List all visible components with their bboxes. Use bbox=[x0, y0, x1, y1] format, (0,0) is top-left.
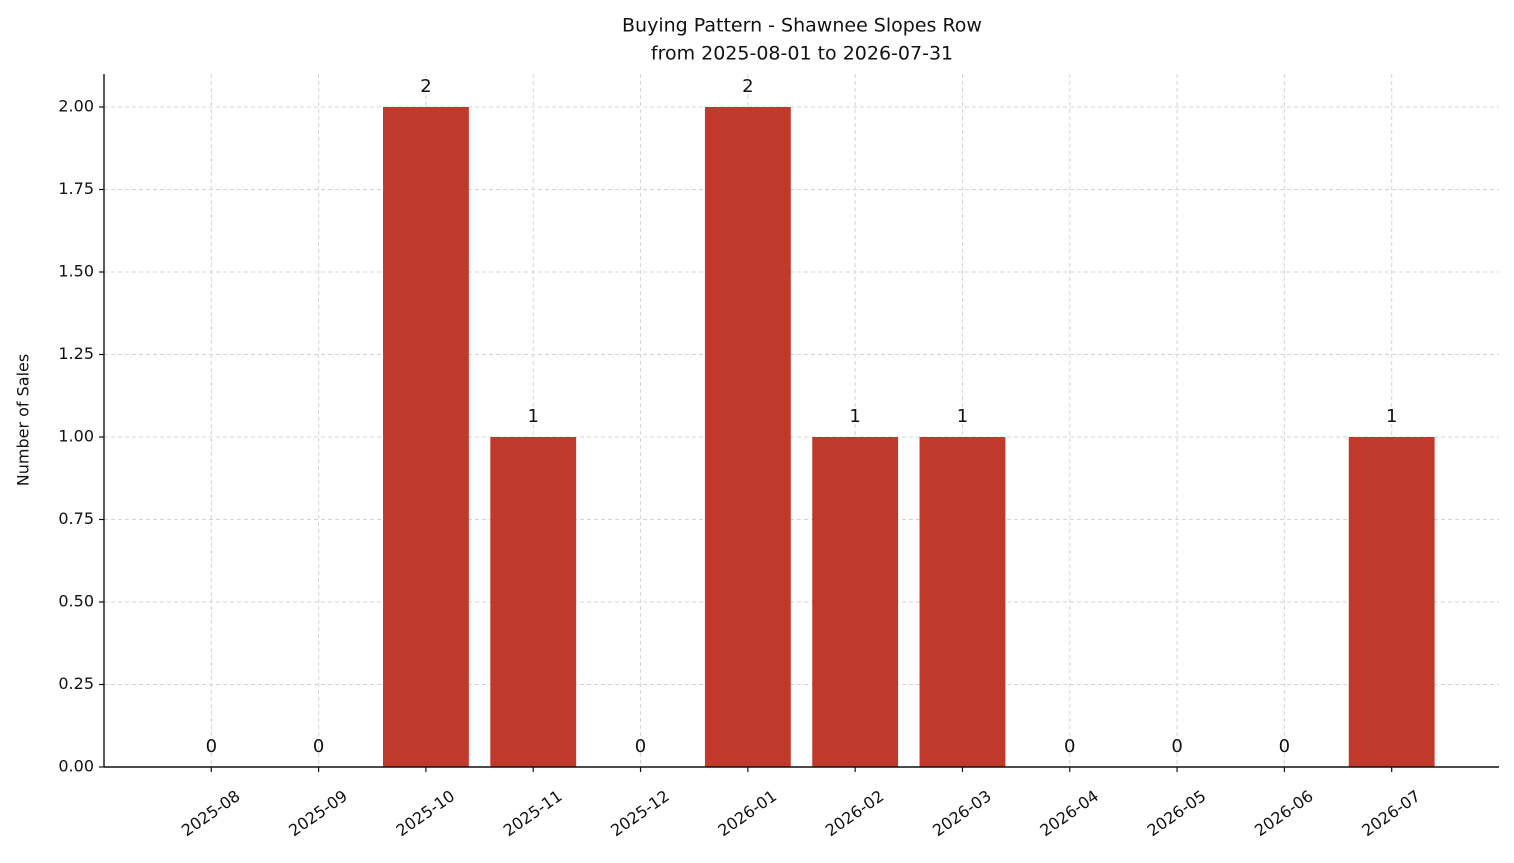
y-axis-label: Number of Sales bbox=[14, 354, 33, 486]
value-label: 0 bbox=[635, 736, 646, 757]
y-tick-label: 1.00 bbox=[58, 427, 94, 446]
value-label: 0 bbox=[206, 736, 217, 757]
bar bbox=[383, 107, 469, 767]
y-tick-label: 0.50 bbox=[58, 592, 94, 611]
y-tick-label: 1.75 bbox=[58, 179, 94, 198]
y-tick-label: 0.75 bbox=[58, 509, 94, 528]
y-tick-label: 0.25 bbox=[58, 674, 94, 693]
value-label: 0 bbox=[1171, 736, 1182, 757]
x-tick-label: 2026-06 bbox=[1251, 786, 1317, 840]
bar bbox=[919, 437, 1006, 767]
x-tick-label: 2026-01 bbox=[714, 786, 780, 840]
chart-title: Buying Pattern - Shawnee Slopes Row bbox=[622, 15, 982, 37]
bar bbox=[1348, 437, 1435, 767]
x-tick-label: 2025-11 bbox=[500, 786, 566, 840]
x-tick-label: 2026-05 bbox=[1144, 786, 1210, 840]
bar bbox=[704, 107, 791, 767]
value-label: 1 bbox=[849, 406, 860, 427]
x-tick-label: 2025-09 bbox=[285, 786, 351, 840]
value-label: 1 bbox=[1386, 406, 1397, 427]
value-label: 0 bbox=[1279, 736, 1290, 757]
y-tick-label: 1.25 bbox=[58, 344, 94, 363]
bar bbox=[490, 437, 577, 767]
value-label: 1 bbox=[528, 406, 539, 427]
bar bbox=[812, 437, 899, 767]
value-label: 0 bbox=[313, 736, 324, 757]
value-label: 2 bbox=[742, 76, 753, 97]
x-tick-label: 2026-04 bbox=[1036, 786, 1102, 840]
x-tick-label: 2025-10 bbox=[393, 786, 459, 840]
y-tick-label: 1.50 bbox=[58, 262, 94, 281]
x-tick-label: 2026-03 bbox=[929, 786, 995, 840]
value-label: 1 bbox=[957, 406, 968, 427]
x-tick-label: 2025-12 bbox=[607, 786, 673, 840]
y-tick-label: 2.00 bbox=[58, 97, 94, 116]
x-tick-label: 2025-08 bbox=[178, 786, 244, 840]
y-tick-label: 0.00 bbox=[58, 757, 94, 776]
value-label: 2 bbox=[420, 76, 431, 97]
x-tick-label: 2026-02 bbox=[822, 786, 888, 840]
x-tick-label: 2026-07 bbox=[1358, 786, 1424, 840]
chart-subtitle: from 2025-08-01 to 2026-07-31 bbox=[651, 43, 953, 65]
value-label: 0 bbox=[1064, 736, 1075, 757]
